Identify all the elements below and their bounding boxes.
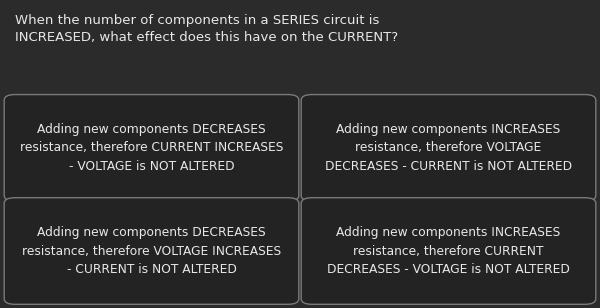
Text: When the number of components in a SERIES circuit is
INCREASED, what effect does: When the number of components in a SERIE… (15, 14, 398, 44)
Text: Adding new components DECREASES
resistance, therefore CURRENT INCREASES
- VOLTAG: Adding new components DECREASES resistan… (20, 123, 283, 173)
FancyBboxPatch shape (301, 198, 596, 304)
FancyBboxPatch shape (4, 95, 299, 201)
FancyBboxPatch shape (301, 95, 596, 201)
FancyBboxPatch shape (4, 198, 299, 304)
Text: Adding new components INCREASES
resistance, therefore VOLTAGE
DECREASES - CURREN: Adding new components INCREASES resistan… (325, 123, 572, 173)
Text: Adding new components INCREASES
resistance, therefore CURRENT
DECREASES - VOLTAG: Adding new components INCREASES resistan… (327, 226, 570, 276)
Text: Adding new components DECREASES
resistance, therefore VOLTAGE INCREASES
- CURREN: Adding new components DECREASES resistan… (22, 226, 281, 276)
